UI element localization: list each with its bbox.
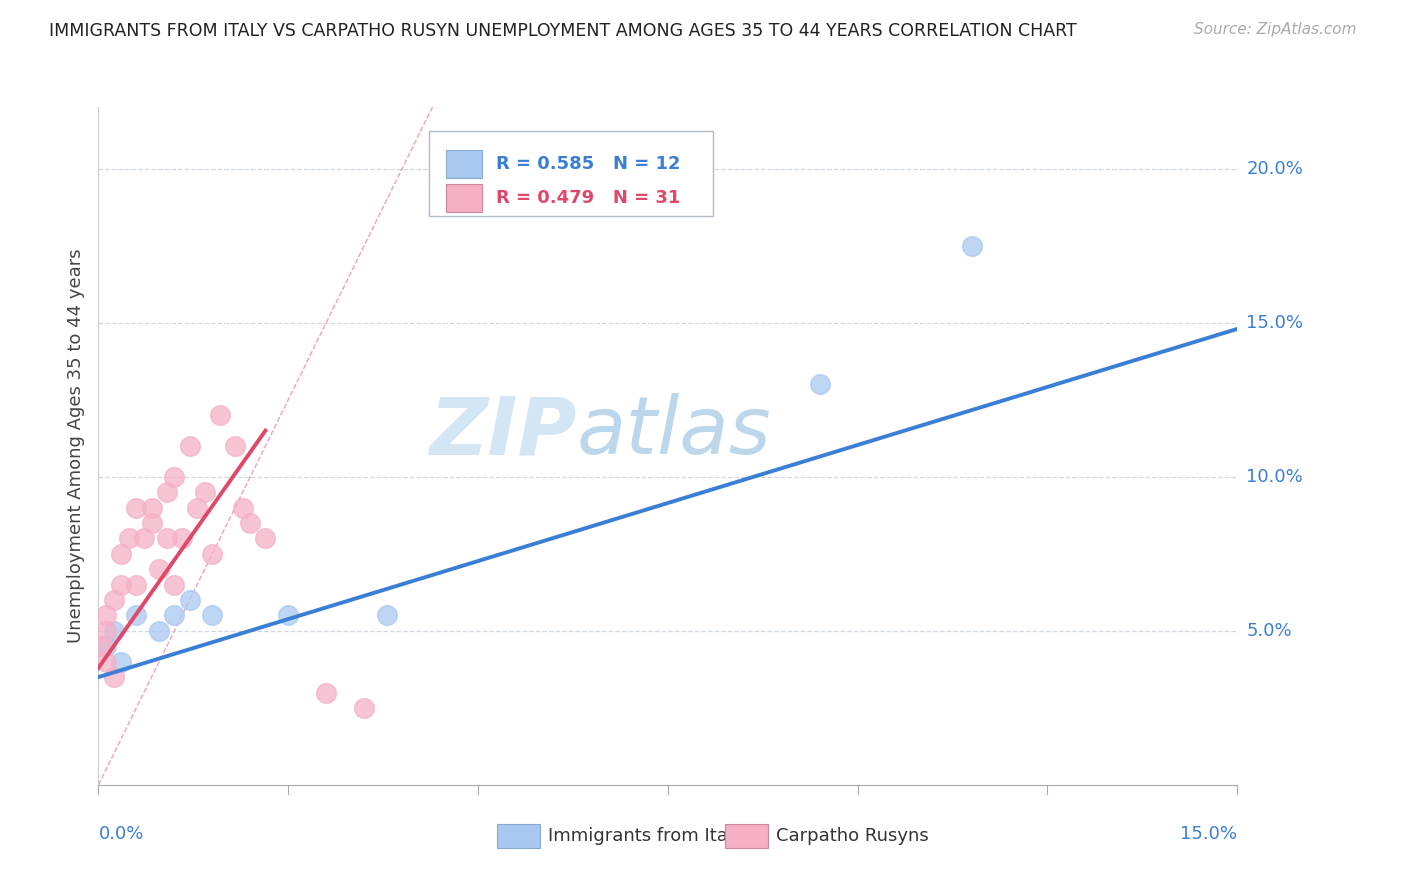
Point	[103, 624, 125, 638]
Bar	[446, 150, 482, 178]
Point	[132, 532, 155, 546]
Text: 5.0%: 5.0%	[1246, 622, 1292, 640]
Text: Source: ZipAtlas.com: Source: ZipAtlas.com	[1194, 22, 1357, 37]
Point	[110, 547, 132, 561]
Point	[808, 377, 831, 392]
Point	[94, 624, 117, 638]
Point	[277, 608, 299, 623]
Point	[170, 532, 193, 546]
Point	[156, 485, 179, 500]
Text: Carpatho Rusyns: Carpatho Rusyns	[776, 827, 929, 845]
Point	[148, 624, 170, 638]
Y-axis label: Unemployment Among Ages 35 to 44 years: Unemployment Among Ages 35 to 44 years	[66, 249, 84, 643]
Point	[110, 577, 132, 591]
Point	[125, 577, 148, 591]
Text: IMMIGRANTS FROM ITALY VS CARPATHO RUSYN UNEMPLOYMENT AMONG AGES 35 TO 44 YEARS C: IMMIGRANTS FROM ITALY VS CARPATHO RUSYN …	[49, 22, 1077, 40]
Point	[141, 500, 163, 515]
Bar	[725, 823, 768, 848]
Point	[179, 439, 201, 453]
Text: 20.0%: 20.0%	[1246, 160, 1303, 178]
Point	[94, 640, 117, 654]
Point	[232, 500, 254, 515]
Text: 0.0%: 0.0%	[98, 825, 143, 843]
Point	[201, 547, 224, 561]
Point	[224, 439, 246, 453]
Point	[208, 408, 231, 422]
Point	[353, 701, 375, 715]
Text: R = 0.479   N = 31: R = 0.479 N = 31	[496, 189, 681, 207]
Point	[125, 500, 148, 515]
Point	[315, 685, 337, 699]
Point	[94, 608, 117, 623]
Text: Immigrants from Italy: Immigrants from Italy	[548, 827, 744, 845]
Point	[201, 608, 224, 623]
Point	[118, 532, 141, 546]
Text: atlas: atlas	[576, 393, 772, 472]
Point	[125, 608, 148, 623]
Point	[194, 485, 217, 500]
Point	[163, 608, 186, 623]
Point	[375, 608, 398, 623]
Point	[91, 640, 114, 654]
FancyBboxPatch shape	[429, 131, 713, 216]
Text: 15.0%: 15.0%	[1180, 825, 1237, 843]
Text: 15.0%: 15.0%	[1246, 314, 1303, 332]
Bar	[446, 184, 482, 212]
Point	[163, 577, 186, 591]
Point	[960, 238, 983, 252]
Text: 10.0%: 10.0%	[1246, 467, 1303, 486]
Point	[94, 655, 117, 669]
Point	[103, 670, 125, 684]
Point	[239, 516, 262, 530]
Point	[141, 516, 163, 530]
Point	[163, 470, 186, 484]
Bar	[498, 823, 540, 848]
Point	[179, 593, 201, 607]
Point	[103, 593, 125, 607]
Point	[156, 532, 179, 546]
Point	[186, 500, 208, 515]
Point	[148, 562, 170, 576]
Text: ZIP: ZIP	[429, 393, 576, 472]
Point	[254, 532, 277, 546]
Text: R = 0.585   N = 12: R = 0.585 N = 12	[496, 155, 681, 173]
Point	[110, 655, 132, 669]
